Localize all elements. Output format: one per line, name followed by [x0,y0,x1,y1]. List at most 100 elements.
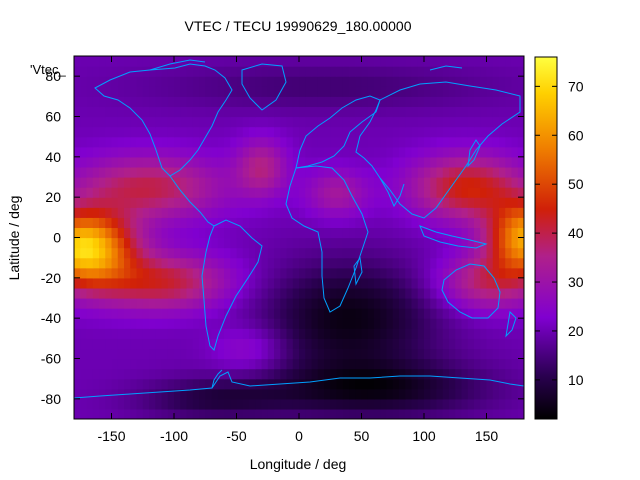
heatmap-cell [124,66,131,77]
heatmap-cell [361,187,369,198]
heatmap-cell [336,166,344,178]
heatmap-cell [286,177,294,188]
heatmap-cell [224,298,231,309]
y-tick-label: 0 [53,230,61,246]
heatmap-cell [80,308,88,319]
heatmap-cell [155,126,163,138]
heatmap-cell [280,368,288,380]
colorbar-tick-label: 10 [568,372,584,388]
heatmap-cell [217,96,225,108]
heatmap-cell [230,156,238,168]
heatmap-cell [217,267,225,279]
heatmap-cell [349,207,356,218]
heatmap-cell [386,338,394,350]
heatmap-cell [392,76,400,87]
heatmap-cell [205,177,213,188]
heatmap-cell [461,237,469,249]
heatmap-cell [405,197,413,208]
heatmap-cell [217,308,225,319]
heatmap-cell [161,146,169,158]
heatmap-cell [217,318,225,329]
heatmap-cell [467,348,475,360]
heatmap-cell [280,287,288,299]
heatmap-cell [417,76,425,87]
heatmap-cell [180,398,188,410]
heatmap-cell [342,388,350,400]
heatmap-cell [80,187,88,198]
heatmap-cell [342,308,350,319]
heatmap-cell [211,277,219,289]
heatmap-cell [161,126,169,138]
heatmap-cell [211,348,219,360]
heatmap-cell [399,66,406,77]
heatmap-cell [261,207,269,218]
heatmap-cell [436,318,444,329]
heatmap-cell [117,237,125,249]
x-tick-label: -100 [160,428,188,444]
heatmap-cell [92,76,100,87]
heatmap-cell [286,116,294,128]
heatmap-cell [336,237,344,249]
heatmap-cell [205,86,213,97]
heatmap-cell [330,207,338,218]
heatmap-cell [167,358,175,370]
heatmap-cell [411,66,419,77]
heatmap-cell [180,348,188,360]
heatmap-cell [211,106,219,118]
heatmap-cell [442,197,450,208]
heatmap-cell [136,156,144,168]
heatmap-cell [217,408,225,419]
heatmap-cell [411,76,419,87]
heatmap-cell [186,298,194,309]
heatmap-cell [124,348,131,360]
heatmap-cell [155,66,163,77]
heatmap-cell [230,197,238,208]
heatmap-cell [136,106,144,118]
heatmap-cell [205,298,213,309]
heatmap-cell [399,86,406,97]
heatmap-cell [442,287,450,299]
heatmap-cell [224,177,231,188]
heatmap-cell [467,136,475,148]
heatmap-cell [299,287,306,299]
heatmap-cell [186,378,194,390]
heatmap-cell [330,156,338,168]
heatmap-cell [349,408,356,419]
heatmap-cell [317,217,325,229]
heatmap-cell [367,277,375,289]
heatmap-cell [430,136,438,148]
heatmap-cell [167,146,175,158]
heatmap-cell [517,247,524,259]
heatmap-cell [236,408,244,419]
heatmap-cell [386,217,394,229]
heatmap-cell [192,76,200,87]
heatmap-cell [136,96,144,108]
heatmap-cell [374,96,381,108]
heatmap-cell [267,378,275,390]
heatmap-cell [230,328,238,339]
heatmap-cell [136,207,144,218]
heatmap-cell [130,207,138,218]
heatmap-cell [217,197,225,208]
heatmap-cell [249,237,256,249]
heatmap-cell [299,126,306,138]
heatmap-cell [167,237,175,249]
heatmap-cell [286,96,294,108]
heatmap-cell [111,267,119,279]
heatmap-cell [242,146,250,158]
heatmap-cell [274,237,281,249]
heatmap-cell [449,56,456,67]
heatmap-cell [311,146,319,158]
heatmap-cell [474,398,481,410]
heatmap-cell [217,136,225,148]
heatmap-cell [261,156,269,168]
heatmap-cell [336,106,344,118]
heatmap-cell [224,247,231,259]
heatmap-cell [517,136,524,148]
heatmap-cell [99,126,106,138]
heatmap-cell [361,398,369,410]
heatmap-cell [92,237,100,249]
heatmap-cell [455,66,463,77]
heatmap-cell [205,96,213,108]
heatmap-cell [199,318,206,329]
